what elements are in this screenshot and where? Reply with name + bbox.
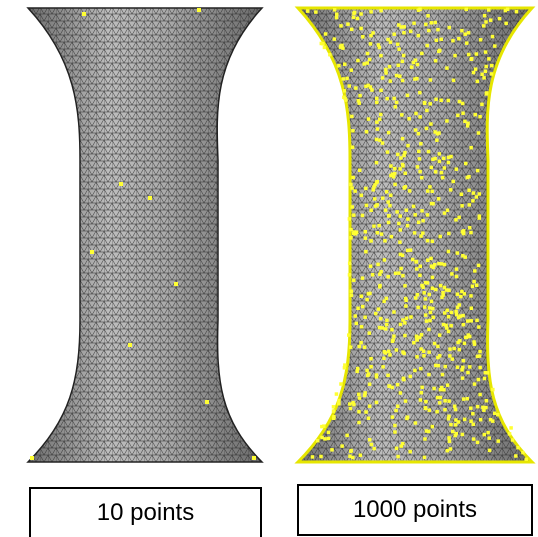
mesh-figure: [0, 0, 538, 480]
figure: 10 points 1000 points: [0, 0, 538, 537]
caption: 10 points: [29, 487, 262, 537]
caption: 1000 points: [297, 484, 533, 536]
mesh-right: [298, 8, 532, 462]
mesh-left: [28, 8, 262, 462]
